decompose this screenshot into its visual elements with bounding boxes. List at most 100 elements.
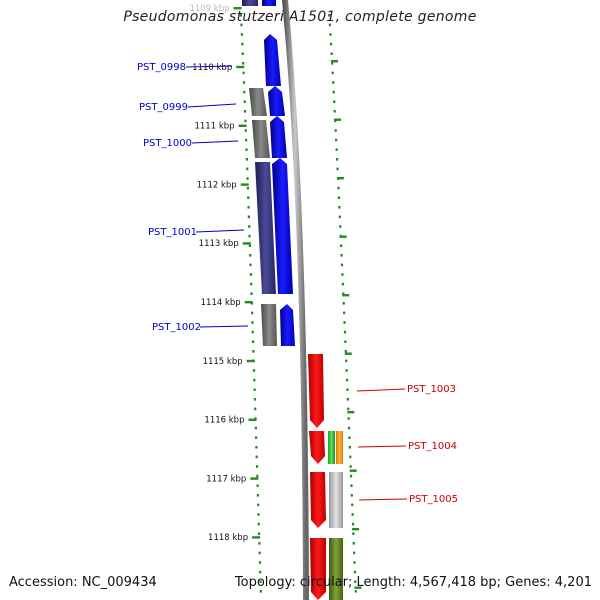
gene-gray-2[interactable] bbox=[252, 120, 270, 158]
tick-dot bbox=[255, 455, 258, 459]
gene-lightgray-segment[interactable] bbox=[329, 472, 343, 528]
tick-dot bbox=[259, 590, 262, 593]
tick-dot bbox=[331, 71, 334, 75]
label-pst0998[interactable]: PST_0998 bbox=[137, 62, 186, 73]
tick-dot bbox=[346, 398, 349, 401]
major-tick bbox=[354, 586, 362, 589]
tick-dot bbox=[251, 321, 254, 324]
tick-dot bbox=[345, 369, 348, 372]
tick-dot bbox=[351, 513, 354, 516]
tick-dot bbox=[350, 484, 353, 487]
gene-fragment-top-blue[interactable] bbox=[262, 0, 276, 6]
tick-dot bbox=[330, 52, 333, 55]
kbp-label: 1116 kbp bbox=[204, 416, 244, 426]
major-tick bbox=[349, 469, 357, 472]
tick-dot bbox=[247, 196, 250, 199]
tick-dot bbox=[255, 436, 258, 439]
gene-orange-segment[interactable] bbox=[336, 431, 343, 464]
gene-pst1004-arrow[interactable] bbox=[309, 431, 325, 464]
tick-dot bbox=[257, 503, 260, 507]
gene-gray-3[interactable] bbox=[261, 304, 277, 346]
kbp-scale: 1109 kbp 1110 kbp 1111 kbp 1112 kbp 1113 kbp… bbox=[189, 4, 261, 543]
kbp-label: 1114 kbp bbox=[201, 298, 241, 308]
tick-dot bbox=[246, 186, 249, 190]
label-pst1001[interactable]: PST_1001 bbox=[148, 227, 197, 238]
major-tick bbox=[347, 411, 355, 414]
label-pst1000[interactable]: PST_1000 bbox=[143, 138, 192, 149]
label-pst1005[interactable]: PST_1005 bbox=[409, 494, 458, 505]
tick-dot bbox=[328, 14, 331, 17]
tick-dot bbox=[254, 417, 257, 420]
label-pst1004[interactable]: PST_1004 bbox=[408, 441, 457, 452]
tick-dot bbox=[248, 225, 251, 228]
tick-dot bbox=[333, 100, 336, 103]
gene-olive-segment[interactable] bbox=[329, 538, 343, 600]
tick-dot bbox=[244, 129, 247, 132]
tick-dot bbox=[242, 71, 245, 75]
kbp-label: 1110 kbp bbox=[192, 63, 232, 73]
gene-pst1003-arrow[interactable] bbox=[308, 354, 324, 428]
tick-dot bbox=[239, 14, 243, 17]
kbp-major-tick bbox=[236, 65, 245, 69]
tick-dot bbox=[247, 215, 250, 219]
tick-dot bbox=[354, 580, 357, 583]
label-pst1003[interactable]: PST_1003 bbox=[407, 384, 456, 395]
tick-dot bbox=[258, 561, 262, 564]
tick-dot bbox=[353, 551, 356, 555]
tick-dot bbox=[339, 225, 342, 228]
tick-dot bbox=[253, 378, 256, 382]
tick-dot bbox=[242, 81, 246, 84]
tick-dot bbox=[329, 42, 333, 46]
kbp-major-tick bbox=[246, 359, 255, 363]
tick-dot bbox=[332, 90, 335, 94]
tick-dot bbox=[240, 23, 243, 27]
tick-dot bbox=[246, 177, 249, 180]
gene-purple-1[interactable] bbox=[255, 162, 276, 294]
map-title: Pseudomonas stutzeri A1501, complete gen… bbox=[123, 9, 477, 25]
tick-dot bbox=[333, 110, 336, 113]
tick-dot bbox=[252, 350, 255, 353]
tick-dot bbox=[259, 570, 262, 574]
gene-pst1000-arrow[interactable] bbox=[270, 116, 287, 158]
gene-pst1002-arrow[interactable] bbox=[280, 304, 295, 346]
gene-pst1001-arrow[interactable] bbox=[272, 158, 293, 294]
gene-green-segment[interactable] bbox=[328, 431, 335, 464]
tick-dot bbox=[240, 33, 243, 36]
tick-dot bbox=[254, 426, 257, 430]
tick-dot bbox=[246, 167, 249, 171]
tick-dot bbox=[331, 62, 334, 65]
gene-red-bottom-arrow[interactable] bbox=[310, 538, 326, 600]
tick-dot bbox=[338, 206, 341, 209]
tick-dot bbox=[259, 580, 262, 583]
label-pst1002[interactable]: PST_1002 bbox=[152, 322, 201, 333]
tick-dot bbox=[251, 330, 254, 334]
tick-dot bbox=[343, 321, 346, 324]
tick-dot bbox=[353, 570, 357, 574]
tick-dot bbox=[351, 522, 355, 526]
label-pst0999[interactable]: PST_0999 bbox=[139, 102, 188, 113]
tick-dot bbox=[348, 436, 351, 439]
tick-dot bbox=[256, 484, 259, 487]
tick-dot bbox=[346, 388, 349, 391]
tick-dot bbox=[344, 350, 347, 353]
tick-dot bbox=[345, 359, 348, 363]
tick-dot bbox=[351, 503, 354, 507]
tick-dot bbox=[332, 81, 335, 84]
gene-pst0999-arrow[interactable] bbox=[268, 86, 285, 116]
gene-gray-1[interactable] bbox=[249, 88, 267, 116]
tick-dot bbox=[250, 292, 253, 295]
gene-fragment-top-purple[interactable] bbox=[242, 0, 258, 6]
tick-dot bbox=[354, 590, 357, 593]
tick-dot bbox=[337, 196, 341, 199]
major-tick bbox=[344, 352, 352, 355]
tick-dot bbox=[255, 446, 258, 449]
kbp-label: 1113 kbp bbox=[199, 239, 239, 249]
gene-pst0998-arrow[interactable] bbox=[264, 34, 281, 86]
kbp-major-tick bbox=[242, 242, 251, 245]
tick-dot bbox=[258, 542, 261, 545]
tick-dot bbox=[335, 138, 338, 142]
right-tick-ring bbox=[328, 14, 362, 593]
kbp-label: 1117 kbp bbox=[206, 474, 246, 484]
gene-pst1005-arrow[interactable] bbox=[310, 472, 326, 528]
